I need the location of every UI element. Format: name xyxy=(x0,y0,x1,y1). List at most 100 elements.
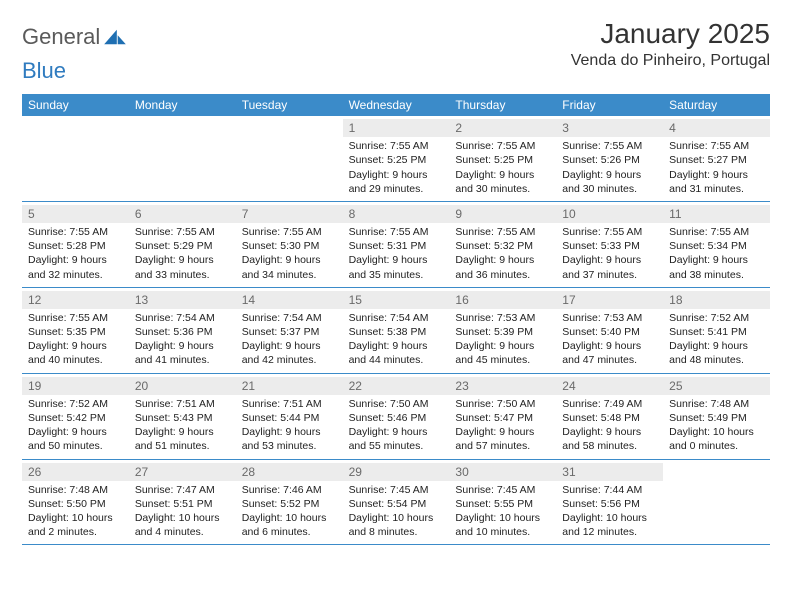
logo: General xyxy=(22,18,128,50)
daylight-line-2: and 50 minutes. xyxy=(28,439,123,453)
daylight-line-2: and 32 minutes. xyxy=(28,268,123,282)
sunrise-line: Sunrise: 7:46 AM xyxy=(242,483,337,497)
day-cell-6: 6Sunrise: 7:55 AMSunset: 5:29 PMDaylight… xyxy=(129,202,236,287)
daylight-line-1: Daylight: 9 hours xyxy=(455,339,550,353)
day-cell-15: 15Sunrise: 7:54 AMSunset: 5:38 PMDayligh… xyxy=(343,288,450,373)
day-number-band: 25 xyxy=(663,377,770,395)
sunset-line: Sunset: 5:32 PM xyxy=(455,239,550,253)
daylight-line-2: and 41 minutes. xyxy=(135,353,230,367)
daylight-line-1: Daylight: 10 hours xyxy=(135,511,230,525)
day-cell-7: 7Sunrise: 7:55 AMSunset: 5:30 PMDaylight… xyxy=(236,202,343,287)
day-number-band: 15 xyxy=(343,291,450,309)
daylight-line-2: and 57 minutes. xyxy=(455,439,550,453)
sunset-line: Sunset: 5:40 PM xyxy=(562,325,657,339)
day-number-band: 17 xyxy=(556,291,663,309)
day-cell-9: 9Sunrise: 7:55 AMSunset: 5:32 PMDaylight… xyxy=(449,202,556,287)
day-cell-5: 5Sunrise: 7:55 AMSunset: 5:28 PMDaylight… xyxy=(22,202,129,287)
daylight-line-2: and 44 minutes. xyxy=(349,353,444,367)
day-number: 29 xyxy=(349,465,362,479)
daylight-line-2: and 53 minutes. xyxy=(242,439,337,453)
day-number: 19 xyxy=(28,379,41,393)
daylight-line-1: Daylight: 9 hours xyxy=(455,168,550,182)
sunrise-line: Sunrise: 7:49 AM xyxy=(562,397,657,411)
day-number-band: 19 xyxy=(22,377,129,395)
sunset-line: Sunset: 5:50 PM xyxy=(28,497,123,511)
sunrise-line: Sunrise: 7:55 AM xyxy=(135,225,230,239)
day-number: 17 xyxy=(562,293,575,307)
sunset-line: Sunset: 5:39 PM xyxy=(455,325,550,339)
daylight-line-2: and 0 minutes. xyxy=(669,439,764,453)
day-cell-31: 31Sunrise: 7:44 AMSunset: 5:56 PMDayligh… xyxy=(556,460,663,545)
calendar: Sunday Monday Tuesday Wednesday Thursday… xyxy=(22,94,770,545)
day-cell-12: 12Sunrise: 7:55 AMSunset: 5:35 PMDayligh… xyxy=(22,288,129,373)
day-number-band: 30 xyxy=(449,463,556,481)
daylight-line-1: Daylight: 10 hours xyxy=(562,511,657,525)
daylight-line-2: and 30 minutes. xyxy=(455,182,550,196)
daylight-line-2: and 37 minutes. xyxy=(562,268,657,282)
day-number-band: 21 xyxy=(236,377,343,395)
weekday-monday: Monday xyxy=(129,94,236,116)
sunrise-line: Sunrise: 7:55 AM xyxy=(455,139,550,153)
sunrise-line: Sunrise: 7:51 AM xyxy=(135,397,230,411)
day-number-band: 11 xyxy=(663,205,770,223)
daylight-line-1: Daylight: 9 hours xyxy=(562,253,657,267)
day-number: 9 xyxy=(455,207,462,221)
daylight-line-2: and 58 minutes. xyxy=(562,439,657,453)
daylight-line-2: and 45 minutes. xyxy=(455,353,550,367)
month-title: January 2025 xyxy=(571,18,770,50)
sunset-line: Sunset: 5:43 PM xyxy=(135,411,230,425)
day-cell-18: 18Sunrise: 7:52 AMSunset: 5:41 PMDayligh… xyxy=(663,288,770,373)
sunrise-line: Sunrise: 7:55 AM xyxy=(562,225,657,239)
sunrise-line: Sunrise: 7:50 AM xyxy=(349,397,444,411)
day-number-band: 24 xyxy=(556,377,663,395)
day-number: 23 xyxy=(455,379,468,393)
sunset-line: Sunset: 5:37 PM xyxy=(242,325,337,339)
day-number: 8 xyxy=(349,207,356,221)
daylight-line-2: and 8 minutes. xyxy=(349,525,444,539)
daylight-line-1: Daylight: 10 hours xyxy=(669,425,764,439)
day-number: 1 xyxy=(349,121,356,135)
day-cell-24: 24Sunrise: 7:49 AMSunset: 5:48 PMDayligh… xyxy=(556,374,663,459)
day-number: 13 xyxy=(135,293,148,307)
sunset-line: Sunset: 5:56 PM xyxy=(562,497,657,511)
day-number-band: 22 xyxy=(343,377,450,395)
day-number: 20 xyxy=(135,379,148,393)
weekday-header-row: Sunday Monday Tuesday Wednesday Thursday… xyxy=(22,94,770,116)
daylight-line-1: Daylight: 9 hours xyxy=(455,425,550,439)
sunset-line: Sunset: 5:31 PM xyxy=(349,239,444,253)
daylight-line-1: Daylight: 9 hours xyxy=(455,253,550,267)
day-cell-empty xyxy=(129,116,236,201)
daylight-line-1: Daylight: 9 hours xyxy=(242,339,337,353)
daylight-line-2: and 29 minutes. xyxy=(349,182,444,196)
day-cell-empty xyxy=(236,116,343,201)
day-cell-3: 3Sunrise: 7:55 AMSunset: 5:26 PMDaylight… xyxy=(556,116,663,201)
weekday-saturday: Saturday xyxy=(663,94,770,116)
daylight-line-2: and 35 minutes. xyxy=(349,268,444,282)
sunset-line: Sunset: 5:46 PM xyxy=(349,411,444,425)
sunrise-line: Sunrise: 7:55 AM xyxy=(349,225,444,239)
sunrise-line: Sunrise: 7:55 AM xyxy=(562,139,657,153)
daylight-line-2: and 34 minutes. xyxy=(242,268,337,282)
sunrise-line: Sunrise: 7:53 AM xyxy=(455,311,550,325)
weekday-tuesday: Tuesday xyxy=(236,94,343,116)
daylight-line-1: Daylight: 9 hours xyxy=(669,168,764,182)
day-number-band: 6 xyxy=(129,205,236,223)
sunrise-line: Sunrise: 7:45 AM xyxy=(349,483,444,497)
sunset-line: Sunset: 5:35 PM xyxy=(28,325,123,339)
daylight-line-1: Daylight: 9 hours xyxy=(28,339,123,353)
day-number-band: 16 xyxy=(449,291,556,309)
daylight-line-1: Daylight: 9 hours xyxy=(135,339,230,353)
daylight-line-1: Daylight: 9 hours xyxy=(349,168,444,182)
sunset-line: Sunset: 5:33 PM xyxy=(562,239,657,253)
day-number-band: 27 xyxy=(129,463,236,481)
day-number-band: 13 xyxy=(129,291,236,309)
day-cell-19: 19Sunrise: 7:52 AMSunset: 5:42 PMDayligh… xyxy=(22,374,129,459)
day-cell-13: 13Sunrise: 7:54 AMSunset: 5:36 PMDayligh… xyxy=(129,288,236,373)
sunset-line: Sunset: 5:25 PM xyxy=(455,153,550,167)
daylight-line-1: Daylight: 10 hours xyxy=(28,511,123,525)
weekday-friday: Friday xyxy=(556,94,663,116)
daylight-line-2: and 40 minutes. xyxy=(28,353,123,367)
day-number-band: 29 xyxy=(343,463,450,481)
daylight-line-1: Daylight: 9 hours xyxy=(349,339,444,353)
sunrise-line: Sunrise: 7:52 AM xyxy=(669,311,764,325)
